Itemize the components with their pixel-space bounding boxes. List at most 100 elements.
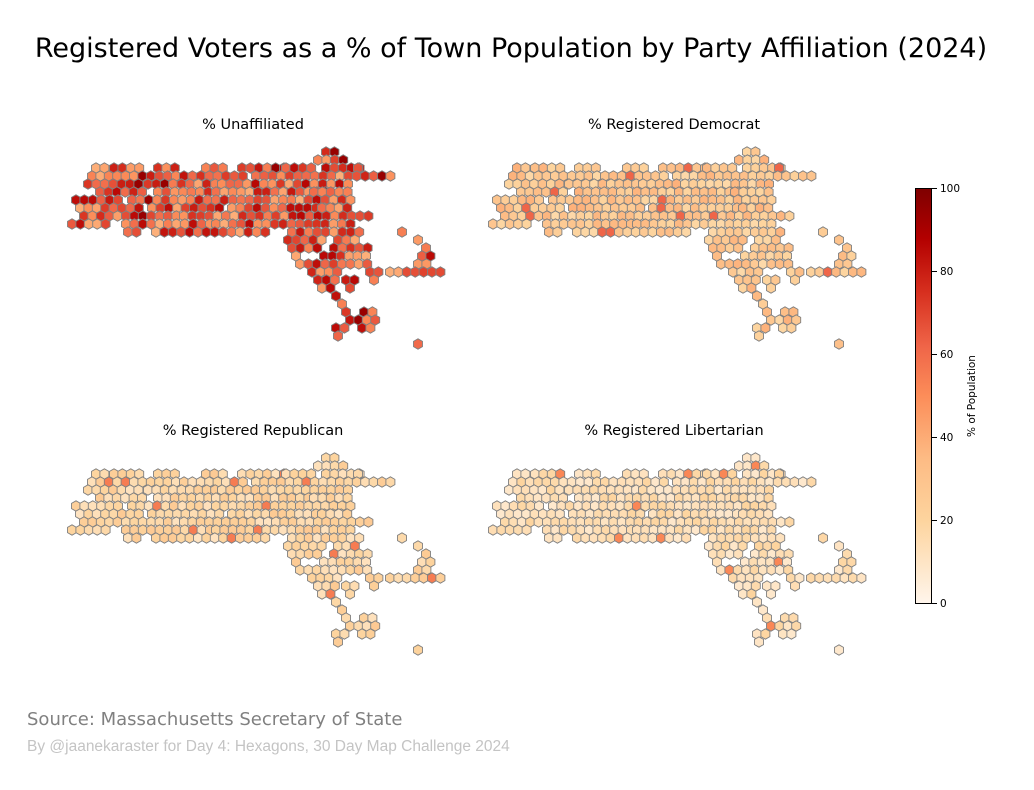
town-hex <box>766 564 777 576</box>
hex-map-republican <box>67 452 446 656</box>
town-hex <box>848 266 858 278</box>
town-hex <box>672 532 683 544</box>
town-hex <box>504 178 514 190</box>
town-hex <box>355 516 365 528</box>
town-hex <box>369 274 379 286</box>
town-hex <box>363 210 374 222</box>
town-hex <box>564 484 574 496</box>
town-hex <box>120 186 131 198</box>
page-title: Registered Voters as a % of Town Populat… <box>34 33 988 64</box>
town-hex <box>818 226 828 238</box>
town-hex <box>772 170 783 182</box>
town-hex <box>226 532 237 544</box>
town-hex <box>317 588 327 600</box>
town-hex <box>834 540 844 552</box>
town-hex <box>831 266 842 278</box>
town-hex <box>209 532 220 544</box>
town-hex <box>313 154 323 166</box>
town-hex <box>201 226 212 238</box>
town-hex <box>746 588 757 600</box>
town-hex <box>123 226 133 238</box>
town-hex <box>269 524 280 536</box>
colorbar-tick-label: 60 <box>940 349 954 361</box>
town-hex <box>541 186 552 198</box>
town-hex <box>786 322 797 334</box>
colorbar-tick <box>932 188 937 189</box>
town-hex <box>385 266 395 278</box>
panel-title-libertarian: % Registered Libertarian <box>584 423 764 439</box>
town-hex <box>597 532 608 544</box>
town-hex <box>496 524 507 536</box>
colorbar-tick-label: 0 <box>940 598 947 610</box>
town-hex <box>307 266 317 278</box>
town-hex <box>83 178 93 190</box>
town-hex <box>92 524 103 536</box>
town-hex <box>760 322 771 334</box>
town-hex <box>401 266 412 278</box>
town-hex <box>856 572 867 584</box>
town-hex <box>839 572 850 584</box>
town-hex <box>766 282 776 294</box>
town-hex <box>251 226 262 238</box>
town-hex <box>278 524 289 536</box>
town-hex <box>774 258 785 270</box>
town-hex <box>235 226 245 238</box>
colorbar-tick-label: 80 <box>940 266 954 278</box>
town-hex <box>822 266 833 278</box>
town-hex <box>752 290 762 302</box>
town-hex <box>572 226 582 238</box>
town-hex <box>418 266 429 278</box>
town-hex <box>143 484 153 496</box>
town-hex <box>75 524 86 536</box>
town-hex <box>790 274 800 286</box>
town-hex <box>410 572 421 584</box>
town-hex <box>754 330 764 342</box>
town-hex <box>552 532 563 544</box>
town-hex <box>605 226 616 238</box>
town-hex <box>798 170 808 182</box>
town-hex <box>307 572 317 584</box>
town-hex <box>345 620 355 632</box>
town-hex <box>137 218 148 230</box>
town-hex <box>312 548 323 560</box>
town-hex <box>151 226 161 238</box>
town-hex <box>67 524 77 536</box>
town-hex <box>776 210 786 222</box>
town-hex <box>766 620 776 632</box>
town-hex <box>112 210 123 222</box>
source-caption: Source: Massachusetts Secretary of State <box>27 709 403 730</box>
town-hex <box>754 636 764 648</box>
town-hex <box>333 636 343 648</box>
town-hex <box>738 588 748 600</box>
town-hex <box>818 532 828 544</box>
town-hex <box>397 226 407 238</box>
town-hex <box>385 170 396 182</box>
town-hex <box>317 282 327 294</box>
panel-title-republican: % Registered Republican <box>162 423 344 439</box>
town-hex <box>351 476 362 488</box>
town-hex <box>776 516 786 528</box>
town-hex <box>664 226 675 238</box>
town-hex <box>672 226 683 238</box>
town-hex <box>413 644 423 656</box>
town-hex <box>647 226 658 238</box>
town-hex <box>201 532 212 544</box>
town-hex <box>260 532 271 544</box>
town-hex <box>333 330 343 342</box>
town-hex <box>746 282 757 294</box>
town-hex <box>131 532 142 544</box>
town-hex <box>83 484 93 496</box>
town-hex <box>789 476 800 488</box>
town-hex <box>369 580 379 592</box>
town-hex <box>184 226 195 238</box>
town-hex <box>218 226 229 238</box>
town-hex <box>151 532 161 544</box>
colorbar-tick <box>932 520 937 521</box>
town-hex <box>313 460 323 472</box>
town-hex <box>303 548 314 560</box>
town-hex <box>699 218 710 230</box>
town-hex <box>393 266 404 278</box>
town-hex <box>681 532 692 544</box>
town-hex <box>728 572 738 584</box>
